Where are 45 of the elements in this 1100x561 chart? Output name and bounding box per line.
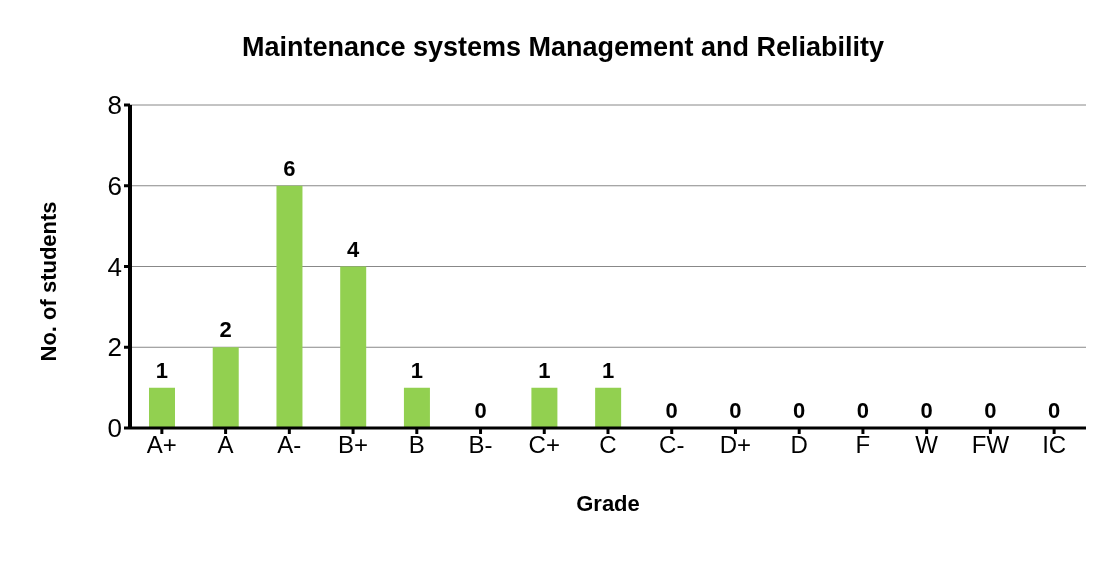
x-tick-label: D+ [719, 431, 752, 459]
data-label: 0 [856, 398, 870, 423]
y-tick-label: 4 [107, 251, 122, 282]
data-label: 2 [219, 317, 232, 343]
bar [531, 387, 558, 428]
x-tick-label: B+ [338, 431, 369, 459]
y-tick-label: 6 [107, 170, 122, 201]
data-label: 0 [920, 398, 933, 423]
chart-title: Maintenance systems Management and Reliability [240, 32, 886, 63]
x-tick-label: A- [277, 431, 302, 459]
data-label: 0 [729, 398, 742, 423]
data-label: 0 [665, 398, 678, 423]
y-axis-title: No. of students [35, 201, 61, 362]
x-tick-label: FW [971, 431, 1010, 459]
bar [403, 387, 430, 428]
bar [595, 387, 622, 428]
y-tick-label: 2 [107, 332, 122, 363]
data-label: 6 [283, 155, 296, 181]
y-tick-label: 8 [107, 90, 122, 121]
data-label: 0 [474, 398, 487, 423]
x-tick-label: B [408, 431, 425, 459]
x-tick-label: C [599, 431, 617, 459]
data-label: 4 [346, 236, 360, 262]
data-label: 1 [410, 357, 423, 383]
x-tick-label: IC [1042, 431, 1067, 459]
x-tick-label: B- [468, 431, 493, 459]
data-label: 1 [601, 357, 615, 383]
bar [149, 387, 175, 428]
x-tick-label: W [915, 431, 939, 459]
x-tick-label: F [855, 431, 871, 459]
x-tick-label: C- [659, 431, 685, 459]
bar [340, 266, 367, 428]
x-axis-title: Grade [576, 491, 640, 516]
data-label: 0 [1048, 398, 1061, 423]
data-label: 0 [793, 398, 806, 423]
y-tick-label: 0 [107, 413, 122, 444]
bar [212, 347, 239, 428]
bar [276, 185, 303, 428]
x-tick-label: C+ [528, 431, 560, 459]
data-label: 1 [155, 357, 168, 383]
x-tick-label: A [217, 431, 234, 459]
data-label: 1 [538, 357, 551, 383]
x-tick-label: A+ [146, 431, 177, 459]
x-tick-label: D [790, 431, 808, 459]
data-label: 0 [984, 398, 997, 423]
